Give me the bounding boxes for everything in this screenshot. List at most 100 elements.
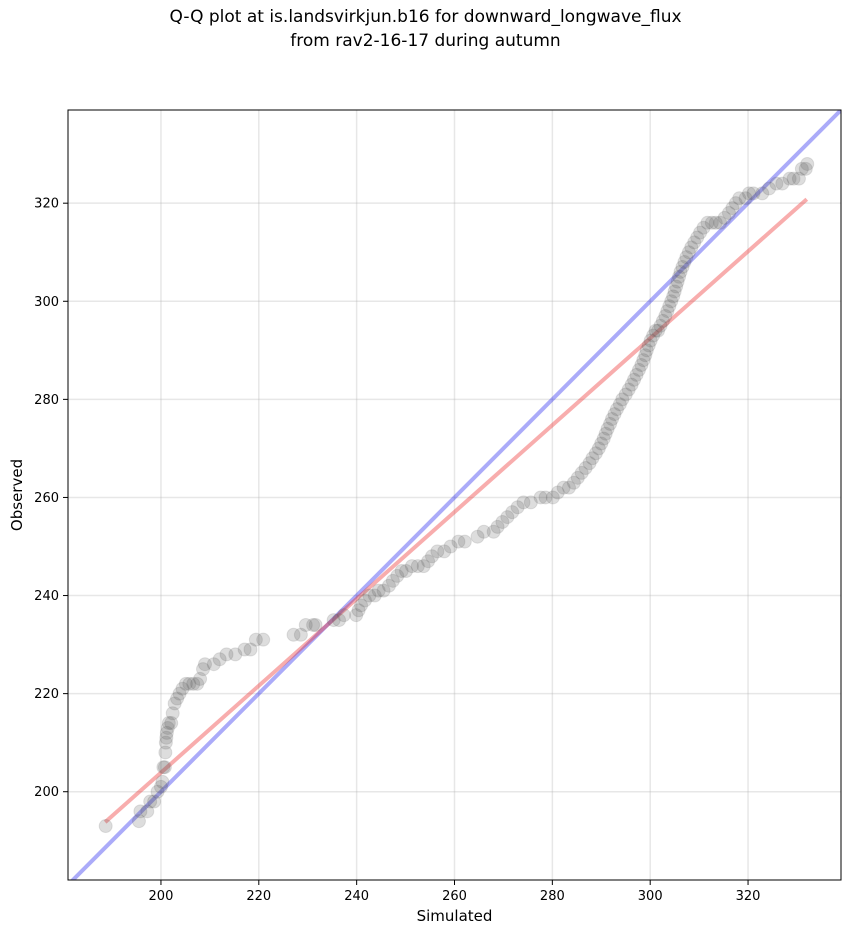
qq-point bbox=[556, 480, 571, 495]
qq-point bbox=[196, 662, 211, 677]
qq-point bbox=[167, 696, 182, 711]
qq-point bbox=[159, 725, 174, 740]
qq-point bbox=[612, 397, 627, 412]
reference-lines bbox=[70, 110, 841, 880]
qq-point bbox=[357, 593, 372, 608]
qq-point bbox=[457, 534, 472, 549]
qq-point bbox=[662, 299, 677, 314]
qq-points bbox=[98, 156, 815, 834]
qq-point bbox=[570, 470, 585, 485]
qq-point bbox=[631, 362, 646, 377]
qq-point bbox=[605, 411, 620, 426]
qq-point bbox=[165, 706, 180, 721]
qq-point bbox=[133, 804, 148, 819]
qq-point bbox=[664, 294, 679, 309]
qq-point bbox=[669, 279, 684, 294]
qq-point bbox=[308, 617, 323, 632]
qq-point bbox=[673, 264, 688, 279]
qq-point bbox=[376, 583, 391, 598]
y-axis-label: Observed bbox=[8, 459, 26, 531]
qq-point bbox=[336, 608, 351, 623]
qq-point bbox=[178, 676, 193, 691]
qq-point bbox=[607, 407, 622, 422]
qq-point bbox=[578, 461, 593, 476]
qq-point bbox=[742, 186, 757, 201]
x-tick-label: 200 bbox=[149, 889, 174, 904]
qq-point bbox=[159, 730, 174, 745]
x-tick-label: 260 bbox=[442, 889, 467, 904]
qq-point bbox=[219, 647, 234, 662]
qq-point bbox=[516, 495, 531, 510]
qq-point bbox=[786, 171, 801, 186]
qq-point bbox=[248, 632, 263, 647]
qq-point bbox=[679, 250, 694, 265]
qq-point bbox=[421, 554, 436, 569]
qq-point bbox=[147, 794, 162, 809]
qq-point bbox=[131, 814, 146, 829]
qq-point bbox=[182, 676, 197, 691]
qq-point bbox=[588, 446, 603, 461]
qq-point bbox=[755, 186, 770, 201]
qq-point bbox=[782, 171, 797, 186]
fit-line bbox=[103, 197, 809, 824]
qq-point bbox=[228, 647, 243, 662]
qq-point bbox=[538, 490, 553, 505]
qq-point bbox=[660, 304, 675, 319]
qq-point bbox=[596, 431, 611, 446]
qq-point bbox=[582, 456, 597, 471]
qq-point bbox=[399, 564, 414, 579]
qq-point bbox=[190, 676, 205, 691]
qq-point bbox=[721, 205, 736, 220]
qq-point bbox=[326, 613, 341, 628]
qq-point bbox=[728, 196, 743, 211]
qq-point bbox=[696, 220, 711, 235]
x-tick-label: 280 bbox=[540, 889, 565, 904]
qq-point bbox=[681, 245, 696, 260]
qq-point bbox=[641, 338, 656, 353]
qq-point bbox=[510, 500, 525, 515]
qq-point bbox=[362, 588, 377, 603]
qq-point bbox=[746, 186, 761, 201]
qq-point bbox=[643, 333, 658, 348]
qq-point bbox=[98, 819, 113, 834]
qq-point bbox=[170, 691, 185, 706]
qq-point bbox=[655, 313, 670, 328]
qq-point bbox=[150, 784, 165, 799]
x-tick-label: 240 bbox=[344, 889, 369, 904]
y-tick-label: 300 bbox=[34, 295, 59, 310]
qq-point bbox=[684, 240, 699, 255]
chart-title-line-2: from rav2-16-17 during autumn bbox=[290, 31, 561, 51]
qq-point bbox=[451, 534, 466, 549]
qq-point bbox=[672, 269, 687, 284]
grid bbox=[68, 110, 841, 880]
qq-point bbox=[636, 353, 651, 368]
qq-point bbox=[381, 578, 396, 593]
qq-point bbox=[667, 284, 682, 299]
qq-point bbox=[591, 441, 606, 456]
qq-point bbox=[140, 804, 155, 819]
qq-point bbox=[627, 372, 642, 387]
qq-point bbox=[713, 215, 728, 230]
qq-point bbox=[545, 490, 560, 505]
qq-point bbox=[476, 524, 491, 539]
qq-point bbox=[424, 549, 439, 564]
qq-point bbox=[700, 215, 715, 230]
qq-point bbox=[437, 544, 452, 559]
qq-point bbox=[157, 760, 172, 775]
qq-point bbox=[306, 617, 321, 632]
qq-point bbox=[687, 235, 702, 250]
qq-point bbox=[725, 201, 740, 216]
qq-point bbox=[798, 161, 813, 176]
qq-point bbox=[717, 210, 732, 225]
qq-point bbox=[385, 573, 400, 588]
qq-point bbox=[639, 343, 654, 358]
qq-point bbox=[486, 524, 501, 539]
qq-point bbox=[443, 539, 458, 554]
qq-point bbox=[629, 367, 644, 382]
chart-title-line-1: Q-Q plot at is.landsvirkjun.b16 for down… bbox=[169, 7, 682, 27]
qq-point bbox=[490, 519, 505, 534]
qq-point bbox=[354, 598, 369, 613]
qq-point bbox=[160, 720, 175, 735]
qq-point bbox=[800, 156, 815, 171]
